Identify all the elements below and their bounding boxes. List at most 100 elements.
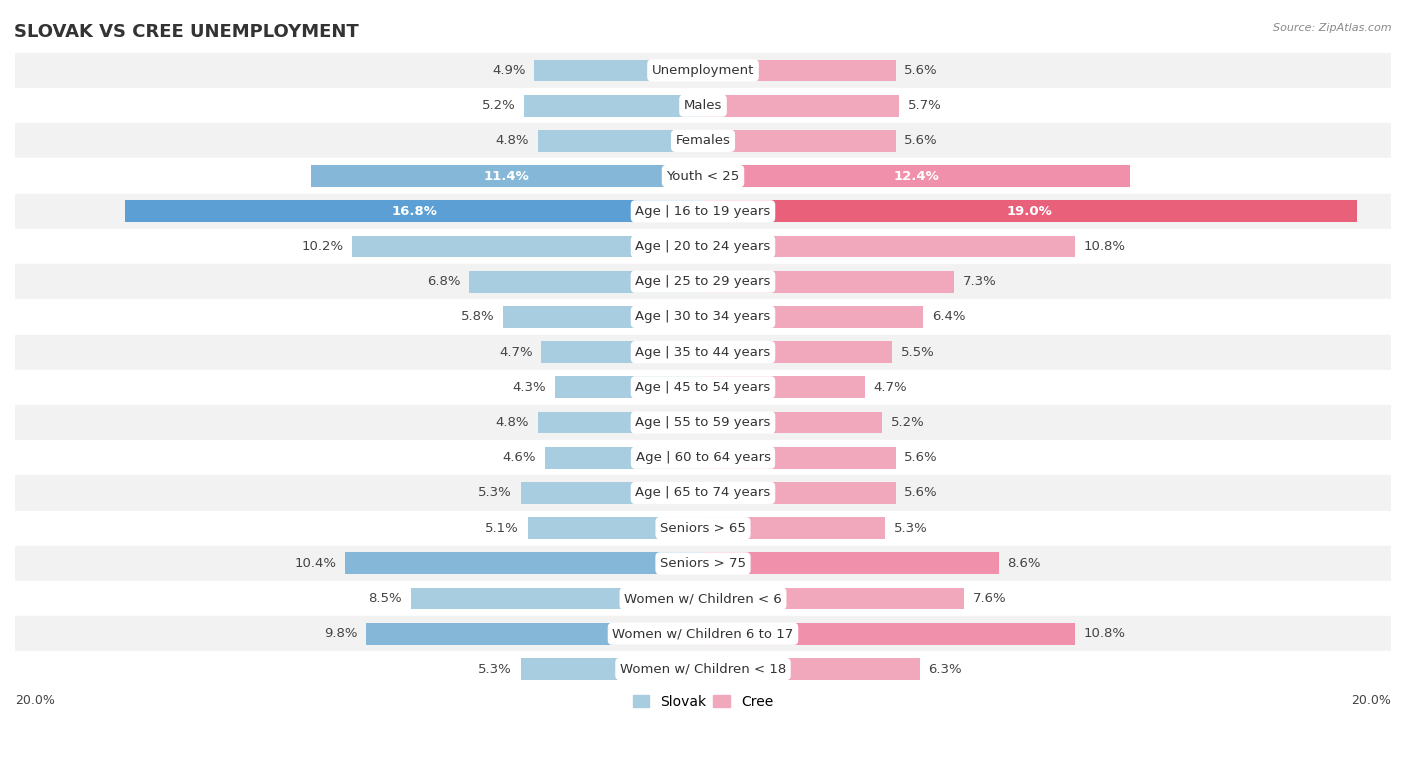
Text: 7.3%: 7.3% — [963, 276, 997, 288]
Text: Age | 20 to 24 years: Age | 20 to 24 years — [636, 240, 770, 253]
Bar — [15, 510, 1391, 546]
Bar — [15, 475, 1391, 510]
Bar — [15, 581, 1391, 616]
Bar — [703, 201, 1357, 223]
Bar — [15, 440, 1391, 475]
Text: Age | 35 to 44 years: Age | 35 to 44 years — [636, 346, 770, 359]
Bar — [703, 95, 898, 117]
Text: 5.3%: 5.3% — [478, 487, 512, 500]
Bar — [524, 95, 703, 117]
Text: Age | 30 to 34 years: Age | 30 to 34 years — [636, 310, 770, 323]
Text: Unemployment: Unemployment — [652, 64, 754, 77]
Bar — [703, 517, 886, 539]
Text: Age | 25 to 29 years: Age | 25 to 29 years — [636, 276, 770, 288]
Text: 8.5%: 8.5% — [368, 592, 402, 605]
Text: Women w/ Children 6 to 17: Women w/ Children 6 to 17 — [613, 628, 793, 640]
Bar — [15, 264, 1391, 299]
Bar — [366, 623, 703, 645]
Text: 5.6%: 5.6% — [904, 451, 938, 464]
Bar — [15, 405, 1391, 440]
Text: 10.8%: 10.8% — [1083, 628, 1125, 640]
Text: 12.4%: 12.4% — [893, 170, 939, 182]
Bar — [703, 165, 1129, 187]
Text: 5.2%: 5.2% — [482, 99, 516, 112]
Text: Age | 16 to 19 years: Age | 16 to 19 years — [636, 205, 770, 218]
Text: Women w/ Children < 18: Women w/ Children < 18 — [620, 662, 786, 675]
Text: Age | 45 to 54 years: Age | 45 to 54 years — [636, 381, 770, 394]
Text: 5.7%: 5.7% — [908, 99, 942, 112]
Text: 8.6%: 8.6% — [1008, 557, 1040, 570]
Bar — [555, 376, 703, 398]
Bar — [15, 194, 1391, 229]
Text: 5.1%: 5.1% — [485, 522, 519, 534]
Text: 6.8%: 6.8% — [427, 276, 461, 288]
Text: 11.4%: 11.4% — [484, 170, 530, 182]
Bar — [411, 587, 703, 609]
Text: 4.7%: 4.7% — [499, 346, 533, 359]
Text: 6.3%: 6.3% — [928, 662, 962, 675]
Text: Age | 65 to 74 years: Age | 65 to 74 years — [636, 487, 770, 500]
Bar — [15, 335, 1391, 369]
Text: Seniors > 65: Seniors > 65 — [659, 522, 747, 534]
Text: 9.8%: 9.8% — [323, 628, 357, 640]
Bar — [703, 447, 896, 469]
Text: 10.4%: 10.4% — [295, 557, 336, 570]
Text: Source: ZipAtlas.com: Source: ZipAtlas.com — [1274, 23, 1392, 33]
Text: 10.8%: 10.8% — [1083, 240, 1125, 253]
Bar — [15, 229, 1391, 264]
Bar — [703, 623, 1074, 645]
Text: 5.3%: 5.3% — [894, 522, 928, 534]
Text: 4.7%: 4.7% — [873, 381, 907, 394]
Text: 5.5%: 5.5% — [901, 346, 935, 359]
Bar — [541, 341, 703, 363]
Bar — [703, 482, 896, 504]
Text: 4.8%: 4.8% — [496, 135, 529, 148]
Bar — [544, 447, 703, 469]
Bar — [703, 341, 893, 363]
Bar — [703, 235, 1074, 257]
Text: Women w/ Children < 6: Women w/ Children < 6 — [624, 592, 782, 605]
Bar — [15, 369, 1391, 405]
Text: SLOVAK VS CREE UNEMPLOYMENT: SLOVAK VS CREE UNEMPLOYMENT — [14, 23, 359, 41]
Bar — [703, 658, 920, 680]
Bar — [15, 53, 1391, 88]
Text: 4.6%: 4.6% — [503, 451, 536, 464]
Text: 6.4%: 6.4% — [932, 310, 966, 323]
Bar — [311, 165, 703, 187]
Bar — [520, 482, 703, 504]
Bar — [15, 158, 1391, 194]
Bar — [534, 60, 703, 81]
Bar — [352, 235, 703, 257]
Bar — [346, 553, 703, 575]
Bar — [15, 546, 1391, 581]
Bar — [527, 517, 703, 539]
Bar — [470, 271, 703, 293]
Bar — [703, 412, 882, 434]
Text: 5.6%: 5.6% — [904, 64, 938, 77]
Bar — [538, 130, 703, 152]
Bar — [125, 201, 703, 223]
Bar — [503, 306, 703, 328]
Bar — [703, 376, 865, 398]
Text: 5.3%: 5.3% — [478, 662, 512, 675]
Text: 5.6%: 5.6% — [904, 135, 938, 148]
Text: Seniors > 75: Seniors > 75 — [659, 557, 747, 570]
Bar — [15, 88, 1391, 123]
Bar — [703, 587, 965, 609]
Bar — [520, 658, 703, 680]
Bar — [703, 306, 924, 328]
Bar — [703, 553, 998, 575]
Text: Females: Females — [675, 135, 731, 148]
Text: 19.0%: 19.0% — [1007, 205, 1053, 218]
Text: Males: Males — [683, 99, 723, 112]
Bar — [15, 123, 1391, 158]
Bar — [538, 412, 703, 434]
Text: 20.0%: 20.0% — [1351, 693, 1391, 706]
Bar — [703, 60, 896, 81]
Text: 5.2%: 5.2% — [890, 416, 924, 429]
Text: Age | 60 to 64 years: Age | 60 to 64 years — [636, 451, 770, 464]
Text: 4.8%: 4.8% — [496, 416, 529, 429]
Bar — [15, 651, 1391, 687]
Text: 10.2%: 10.2% — [301, 240, 343, 253]
Text: 16.8%: 16.8% — [391, 205, 437, 218]
